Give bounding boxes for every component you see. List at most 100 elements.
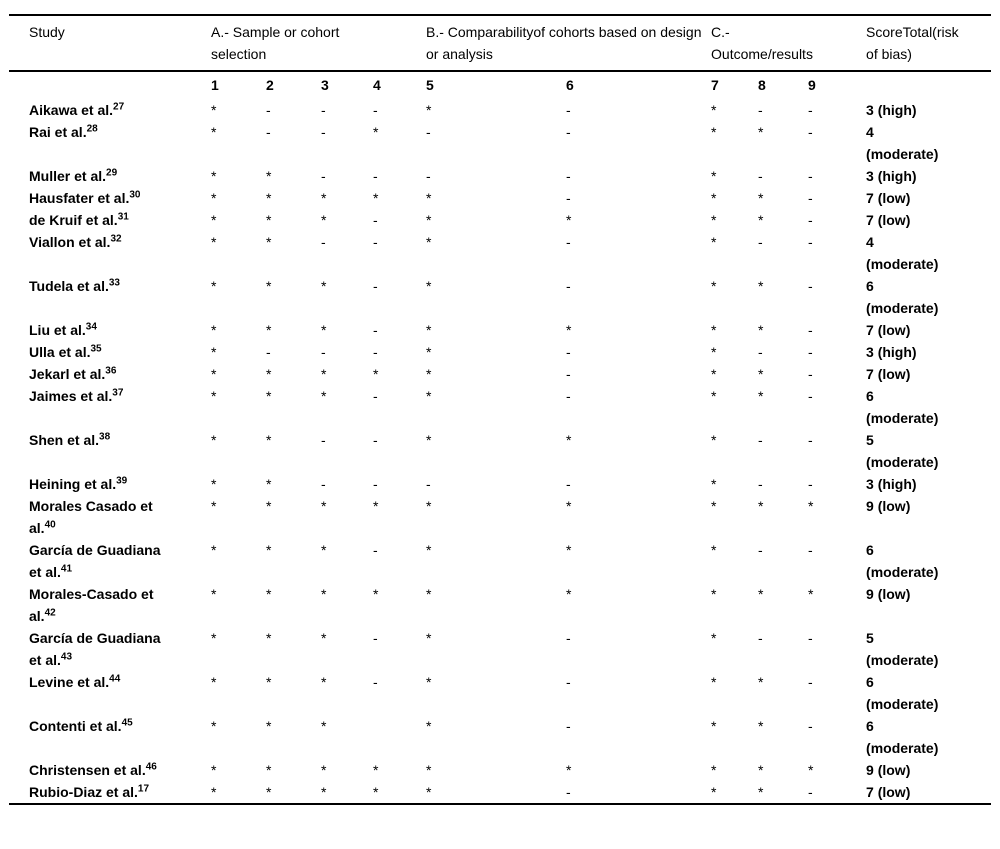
score-value: 6 (moderate)	[866, 278, 939, 316]
rating-cell: -	[321, 168, 326, 184]
rating-cell: *	[711, 102, 717, 118]
rating-cell: *	[321, 190, 327, 206]
rating-cell: *	[211, 784, 217, 800]
rating-cell: *	[321, 630, 327, 646]
score-value: 7 (low)	[866, 322, 911, 338]
reference-superscript: 41	[60, 563, 73, 575]
rating-cell: *	[808, 762, 814, 778]
reference-superscript: 30	[129, 189, 141, 201]
rating-cell: *	[321, 278, 327, 294]
study-cell: García de Guadiana et al.43	[9, 627, 211, 671]
table-row: de Kruif et al.31 * * * - * * * * - 7 (low)	[9, 209, 991, 231]
score-cell: 6 (moderate)	[866, 539, 991, 583]
rating-cell: *	[426, 366, 432, 382]
rating-cell: *	[711, 234, 717, 250]
rating-cell: *	[321, 762, 327, 778]
rating-cell: *	[426, 432, 432, 448]
rating-cell: *	[373, 762, 379, 778]
score-column-header-cell: ScoreTotal(risk of bias)	[866, 15, 992, 72]
rating-cell: *	[266, 674, 272, 690]
rating-cell: *	[266, 542, 272, 558]
score-value: 7 (low)	[866, 784, 911, 800]
score-cell: 9 (low)	[866, 759, 991, 781]
reference-superscript: 44	[109, 673, 121, 685]
score-cell: 4 (moderate)	[866, 231, 991, 275]
rating-cell: -	[373, 212, 378, 228]
rating-cell: -	[373, 102, 378, 118]
rating-cell: *	[758, 718, 764, 734]
reference-superscript: 35	[90, 343, 102, 355]
rating-cell: *	[426, 344, 432, 360]
study-column-header: Study	[29, 24, 65, 40]
score-cell: 6 (moderate)	[866, 715, 991, 759]
rating-cell: *	[266, 762, 272, 778]
rating-cell: *	[566, 212, 572, 228]
study-name: Ulla et al.35	[29, 343, 102, 360]
study-name: Shen et al.38	[29, 431, 111, 448]
rating-cell: *	[211, 762, 217, 778]
table-row: Rai et al.28 * - - * - - * * - 4 (moderate)	[9, 121, 991, 165]
rating-cell: *	[426, 190, 432, 206]
rating-cell: -	[758, 476, 763, 492]
rating-cell: *	[266, 234, 272, 250]
rating-cell: -	[566, 718, 571, 734]
rating-cell: *	[426, 212, 432, 228]
rating-cell: *	[566, 322, 572, 338]
score-cell: 5 (moderate)	[866, 429, 991, 473]
rating-cell: -	[566, 784, 571, 800]
rating-cell: -	[758, 344, 763, 360]
study-cell: Jaimes et al.37	[9, 385, 211, 429]
rating-cell: *	[266, 168, 272, 184]
score-cell: 6 (moderate)	[866, 385, 991, 429]
rating-cell: -	[373, 542, 378, 558]
rating-cell: -	[808, 630, 813, 646]
item-number-7: 7	[711, 77, 719, 93]
group-header-cell-a: A.- Sample or cohort selection	[211, 15, 426, 72]
rating-cell: -	[758, 542, 763, 558]
rating-cell: -	[373, 168, 378, 184]
score-value: 5 (moderate)	[866, 432, 939, 470]
table-row: Rubio-Diaz et al.17 * * * * * - * * - 7 (low)	[9, 781, 991, 804]
rating-cell: -	[373, 674, 378, 690]
item-number-2: 2	[266, 77, 274, 93]
group-header-cell-b: B.- Comparabilityof cohorts based on des…	[426, 15, 712, 72]
rating-cell: -	[373, 344, 378, 360]
score-cell: 3 (high)	[866, 99, 991, 121]
rating-cell: -	[566, 366, 571, 382]
risk-of-bias-table: Study A.- Sample or cohort selection B.-…	[9, 14, 992, 805]
rating-cell: *	[758, 674, 764, 690]
rating-cell: -	[758, 234, 763, 250]
rating-cell: *	[711, 322, 717, 338]
study-cell: García de Guadiana et al.41	[9, 539, 211, 583]
study-cell: Muller et al.29	[9, 165, 211, 187]
rating-cell: *	[711, 784, 717, 800]
study-cell: de Kruif et al.31	[9, 209, 211, 231]
rating-cell: -	[808, 190, 813, 206]
rating-cell: -	[808, 784, 813, 800]
rating-cell: *	[566, 762, 572, 778]
rating-cell: *	[373, 498, 379, 514]
rating-cell: *	[266, 212, 272, 228]
score-column-header: ScoreTotal(risk of bias)	[866, 24, 959, 62]
table-row: Liu et al.34 * * * - * * * * - 7 (low)	[9, 319, 991, 341]
reference-superscript: 32	[110, 233, 122, 245]
score-value: 7 (low)	[866, 212, 911, 228]
reference-superscript: 38	[99, 431, 111, 443]
study-cell: Hausfater et al.30	[9, 187, 211, 209]
rating-cell: *	[211, 102, 217, 118]
score-value: 4 (moderate)	[866, 234, 939, 272]
rating-cell: *	[711, 212, 717, 228]
rating-cell: -	[321, 102, 326, 118]
table-row: García de Guadiana et al.43 * * * - * - * - - 5 (m…	[9, 627, 991, 671]
rating-cell: *	[758, 366, 764, 382]
rating-cell: -	[758, 630, 763, 646]
rating-cell: *	[426, 278, 432, 294]
rating-cell: *	[266, 388, 272, 404]
rating-cell: *	[566, 586, 572, 602]
rating-cell: -	[808, 542, 813, 558]
rating-cell: *	[211, 344, 217, 360]
rating-cell: *	[373, 124, 379, 140]
reference-superscript: 27	[113, 101, 125, 113]
rating-cell: -	[808, 322, 813, 338]
rating-cell: -	[808, 718, 813, 734]
